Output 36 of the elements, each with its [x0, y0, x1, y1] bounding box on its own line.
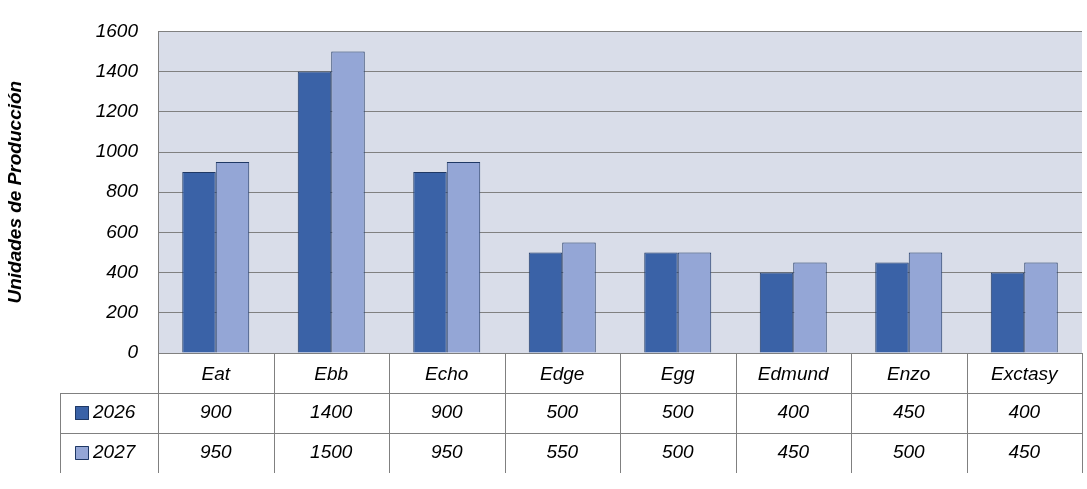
x-tick-label: Exctasy [990, 362, 1059, 384]
data-label: 500 [892, 441, 926, 463]
x-tick-label: Ebb [314, 362, 349, 384]
data-label: 950 [199, 441, 233, 463]
data-label: 900 [430, 401, 464, 423]
y-tick-label: 1600 [95, 19, 139, 41]
y-tick-label: 400 [106, 260, 139, 282]
data-label: 550 [546, 441, 579, 463]
data-label: 500 [661, 441, 695, 463]
data-label: 500 [661, 401, 695, 423]
x-tick-label: Edmund [757, 362, 831, 384]
data-label: 900 [199, 401, 233, 423]
legend-label: 2026 [92, 401, 136, 423]
data-label: 450 [1008, 441, 1041, 463]
y-tick-label: 0 [127, 341, 139, 363]
data-label: 450 [777, 441, 810, 463]
x-tick-label: Echo [425, 362, 469, 384]
legend-label: 2027 [92, 441, 137, 463]
data-label: 400 [1008, 401, 1041, 423]
y-tick-label: 600 [106, 220, 139, 242]
x-tick-label: Edge [540, 362, 585, 384]
x-tick-label: Egg [660, 362, 696, 384]
y-tick-label: 1000 [95, 140, 139, 162]
data-label: 950 [430, 441, 464, 463]
y-tick-label: 200 [105, 301, 139, 323]
data-label: 1500 [310, 441, 353, 463]
x-tick-label: Enzo [887, 362, 931, 384]
y-axis-title: Unidades de Producción [3, 80, 25, 304]
data-label: 450 [892, 401, 926, 423]
y-tick-label: 1200 [95, 100, 139, 122]
data-label: 400 [777, 401, 810, 423]
y-tick-label: 1400 [95, 59, 139, 81]
y-tick-label: 800 [106, 180, 139, 202]
data-label: 500 [546, 401, 579, 423]
data-label: 1400 [310, 401, 353, 423]
x-tick-label: Eat [201, 362, 231, 384]
